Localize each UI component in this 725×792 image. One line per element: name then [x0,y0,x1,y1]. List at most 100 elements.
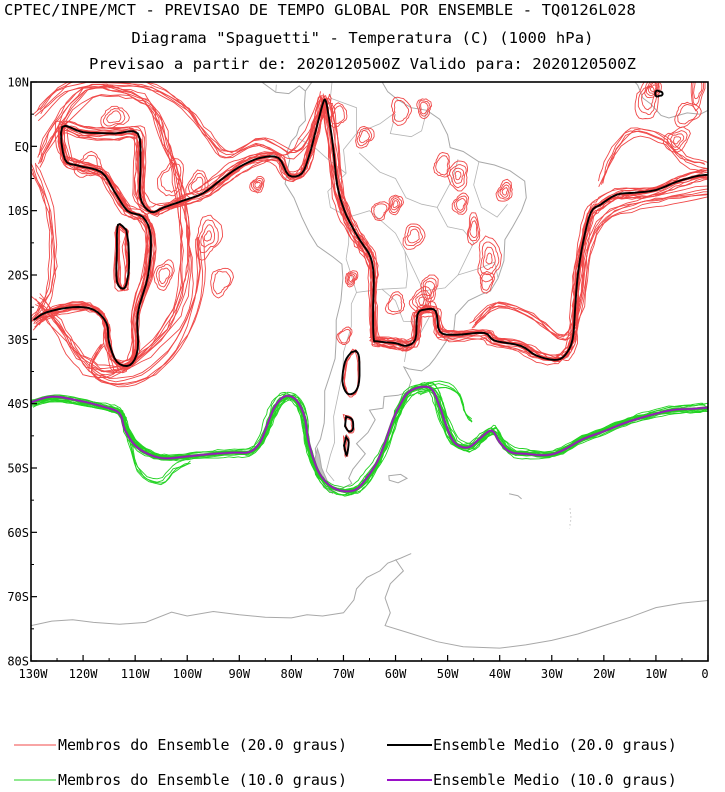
member-20-north-1 [36,82,324,159]
member-20-cell-25-2 [190,176,204,192]
member-20-north-4 [37,84,325,152]
member-20-west-4 [31,161,51,321]
member-20-cell-2-2 [452,167,465,184]
member-20-cell-8-3 [418,296,426,306]
coast-africa [634,82,708,119]
member-20-cell-9-1 [387,294,403,313]
member-20-cell-13-0 [451,192,470,215]
member-20-cell-14-0 [495,178,513,202]
member-20-cell-1-0 [416,98,433,120]
member-20-cell-9-0 [384,291,406,315]
member-20-ne-atlantic-2 [598,130,707,182]
y-tick-label-8: 70S [7,590,29,604]
member-20-cell-6-1 [481,273,494,291]
member-20-atlantic-4 [473,193,708,337]
member-20-cell-18-0 [336,326,353,345]
x-tick-label-13: 0 [701,667,708,681]
member-10-spread-2 [126,429,190,483]
member-20-cell-22-1 [692,82,705,106]
member-20-ne-atlantic-3 [598,135,704,187]
member-20-cell-12-0 [370,201,390,222]
member-20-cell-29-3 [254,181,261,189]
member-20-cell-20-3 [649,84,657,92]
member-20-cell-24-0 [157,158,184,197]
x-tick-label-11: 20W [593,667,615,681]
title-line-2: Diagrama "Spaguetti" - Temperatura (C) (… [131,29,594,47]
x-tick-label-5: 80W [281,667,303,681]
coast-south-georgia [508,493,522,500]
mean-20-patagonia-a [341,349,361,396]
member-20-south-3 [91,237,201,383]
legend-label-1: Ensemble Medio (20.0 graus) [433,736,677,754]
member-20-cell-26-1 [197,219,219,254]
member-20-cell-16-0 [355,126,375,149]
mean-10-contour [31,385,708,493]
member-20-cell-15-0 [328,102,348,129]
member-20-cell-10-0 [402,223,426,250]
country-border-0 [329,82,357,174]
x-tick-label-1: 120W [69,667,99,681]
legend-label-3: Ensemble Medio (10.0 graus) [433,771,677,789]
member-20-cell-10-1 [404,225,424,246]
member-20-cell-3-1 [435,155,449,176]
member-20-north-2 [39,82,326,160]
member-20-cell-25-1 [187,172,206,196]
member-20-atlantic-2 [472,194,708,341]
member-20-cell-22-0 [690,82,706,112]
member-20-cell-0-0 [390,96,412,126]
member-20-cell-4-1 [467,216,479,242]
x-tick-label-10: 30W [541,667,563,681]
member-20-cell-24-1 [160,162,182,194]
member-20-north-5 [34,85,325,154]
member-20-cell-16-2 [358,129,371,144]
member-20-cell-3-0 [433,152,451,178]
member-10-spread-3 [128,427,189,480]
mean-10-contour [31,386,708,493]
coast-sandwich-islands [569,508,572,529]
member-20-cell-26-0 [195,214,224,261]
y-tick-label-9: 80S [7,655,29,669]
member-20-cell-26-3 [203,230,212,242]
mean-20-main [33,98,708,367]
x-tick-label-9: 40W [489,667,511,681]
y-tick-label-1: EQ [15,140,29,154]
member-20-cell-28-0 [153,259,175,291]
member-20-cell-27-1 [212,270,231,295]
member-20-cell-11-2 [390,197,401,211]
legend-label-0: Membros do Ensemble (20.0 graus) [58,736,347,754]
member-20-cell-19-1 [637,82,658,115]
member-20-cell-7-2 [424,280,435,297]
member-20-cell-23-3 [673,136,682,145]
member-20-cell-5-2 [482,246,496,271]
y-tick-label-0: 10N [7,76,29,90]
member-10-contours [31,380,708,497]
member-20-cell-31-1 [103,108,126,127]
member-20-cell-11-1 [389,196,403,214]
member-20-cell-13-2 [455,198,466,211]
y-tick-label-4: 30S [7,333,29,347]
mean-20-contour [33,89,708,458]
member-20-cell-19-0 [634,82,660,120]
coast-antarctica-east [384,559,708,649]
member-20-cell-20-0 [644,82,662,99]
y-tick-label-3: 20S [7,269,29,283]
member-20-cell-6-0 [479,270,495,294]
member-20-cell-12-1 [373,203,388,220]
country-border-ca1 [275,84,277,93]
member-20-cell-0-1 [393,99,410,122]
member-20-cell-15-1 [330,105,345,125]
member-20-west-1 [31,168,56,322]
x-tick-label-0: 130W [19,667,49,681]
member-20-cell-18-1 [338,328,351,344]
member-20-south-4 [88,239,204,386]
member-20-cell-5-3 [485,252,493,265]
coast-antarctica-west [31,553,412,627]
member-20-cell-14-2 [499,184,510,198]
x-tick-label-12: 10W [645,667,667,681]
member-20-cell-21-0 [674,101,702,128]
member-20-cell-1-1 [418,100,431,117]
member-20-cell-23-0 [662,126,691,153]
member-20-south-2 [90,235,206,385]
country-border-8 [325,292,357,482]
member-20-cell-1-2 [420,101,429,115]
